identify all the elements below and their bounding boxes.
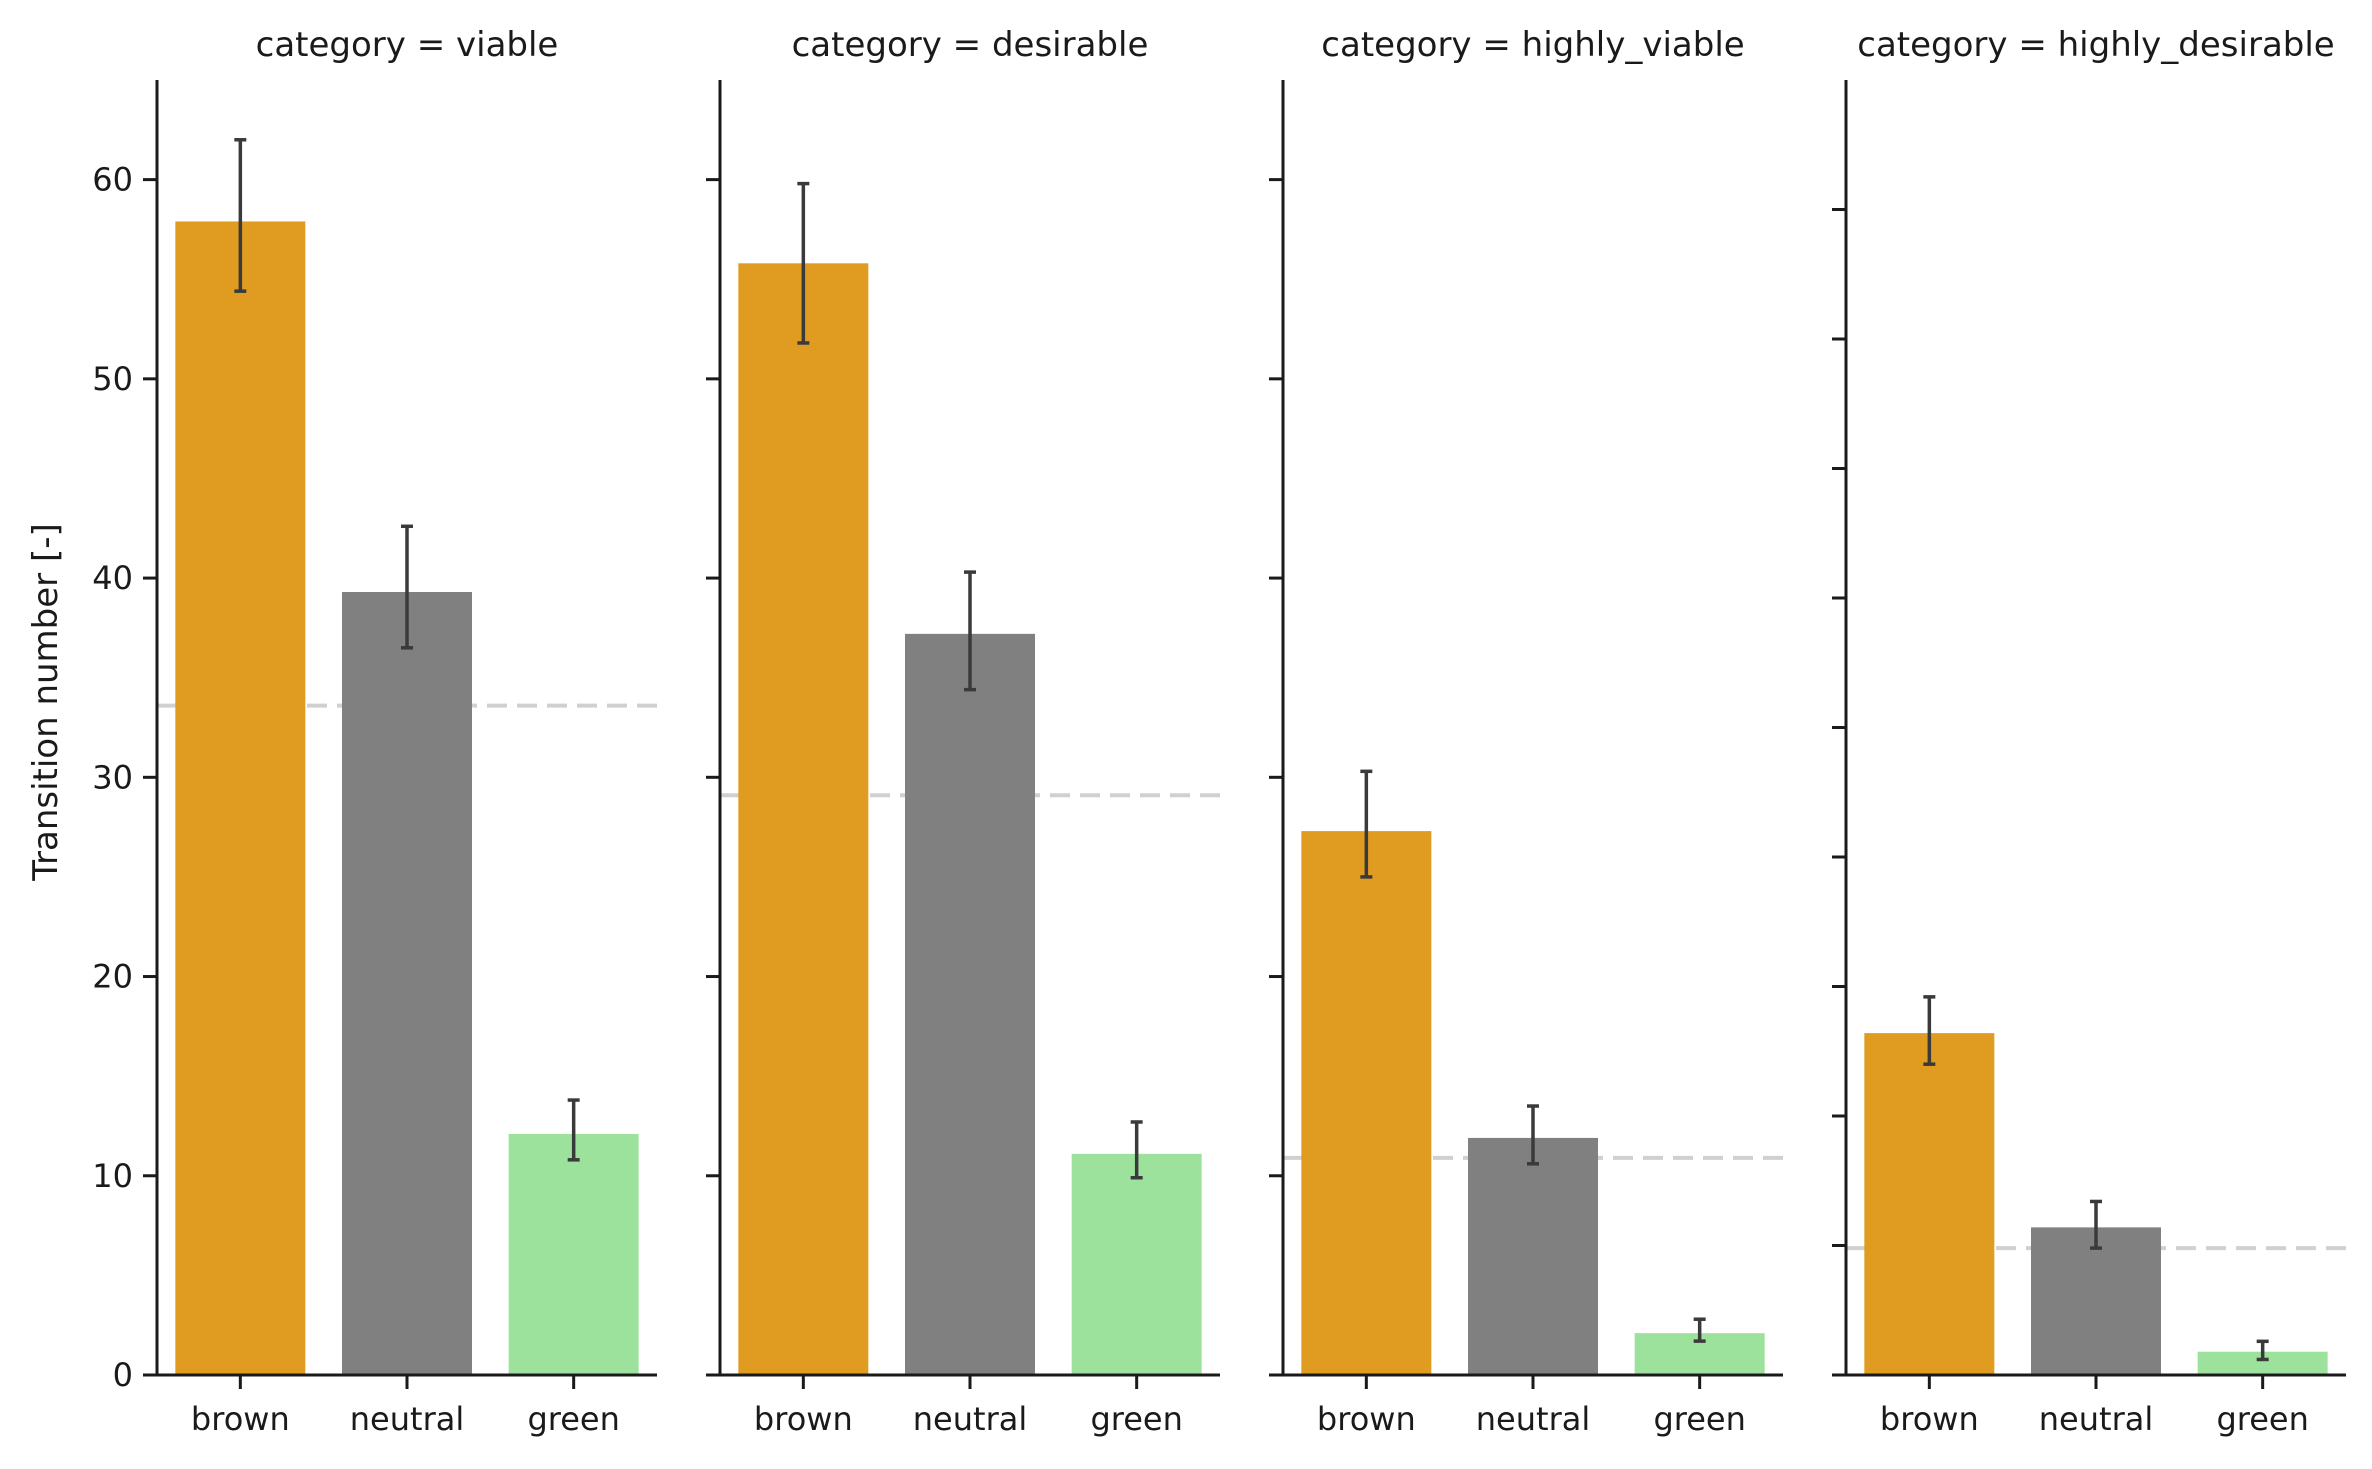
bar-brown (738, 263, 869, 1376)
bar-neutral (1468, 1137, 1598, 1375)
y-tick-label: 50 (92, 360, 133, 398)
bar-brown (1301, 831, 1432, 1375)
error-bar (1693, 1317, 1706, 1343)
x-tick-label: neutral (1476, 1400, 1590, 1438)
y-tick-label: 40 (92, 559, 133, 597)
x-tick-label: neutral (913, 1400, 1027, 1438)
facet-panel: category = desirable brown neutral green (706, 25, 1220, 1438)
error-bar (567, 1098, 580, 1162)
error-bar (1527, 1104, 1539, 1166)
y-tick-label: 20 (92, 958, 133, 996)
error-bar (1360, 769, 1373, 879)
bar-green (2197, 1351, 2328, 1375)
error-bar (1923, 995, 1936, 1066)
error-bar (2256, 1339, 2269, 1362)
facets: category = viable brown neutral green 0 10 20 3… (92, 25, 2346, 1438)
error-bar (797, 181, 810, 345)
facet-title: category = highly_viable (1321, 25, 1744, 65)
facet-title: category = viable (256, 25, 559, 65)
y-tick-label: 30 (92, 758, 133, 796)
x-tick-label: neutral (350, 1400, 464, 1438)
x-tick-label: brown (1880, 1400, 1979, 1438)
x-tick-label: neutral (2039, 1400, 2153, 1438)
x-tick-label: green (527, 1400, 619, 1438)
x-tick-label: green (2216, 1400, 2308, 1438)
error-bar (964, 570, 976, 692)
bar-brown (1864, 1033, 1995, 1375)
y-tick-label: 60 (92, 161, 133, 199)
facet-title: category = highly_desirable (1857, 25, 2334, 65)
x-tick-label: brown (191, 1400, 290, 1438)
y-tick-label: 0 (113, 1356, 133, 1394)
facet-panel: category = viable brown neutral green 0 10 20 3… (92, 25, 657, 1438)
y-axis-label: Transition number [-] (26, 523, 66, 882)
error-bar (1130, 1120, 1143, 1180)
error-bar (2090, 1199, 2102, 1250)
facet-title: category = desirable (792, 25, 1149, 65)
y-tick-label: 10 (92, 1157, 133, 1195)
x-tick-label: green (1653, 1400, 1745, 1438)
error-bar (401, 524, 413, 650)
bar-brown (175, 221, 306, 1375)
bar-green (1071, 1153, 1202, 1375)
bar-neutral (2031, 1227, 2161, 1375)
error-bar (234, 138, 247, 293)
x-tick-label: brown (1317, 1400, 1416, 1438)
bar-neutral (342, 592, 472, 1375)
bar-neutral (905, 633, 1035, 1375)
x-tick-label: brown (754, 1400, 853, 1438)
bar-green (508, 1133, 639, 1375)
x-tick-label: green (1090, 1400, 1182, 1438)
